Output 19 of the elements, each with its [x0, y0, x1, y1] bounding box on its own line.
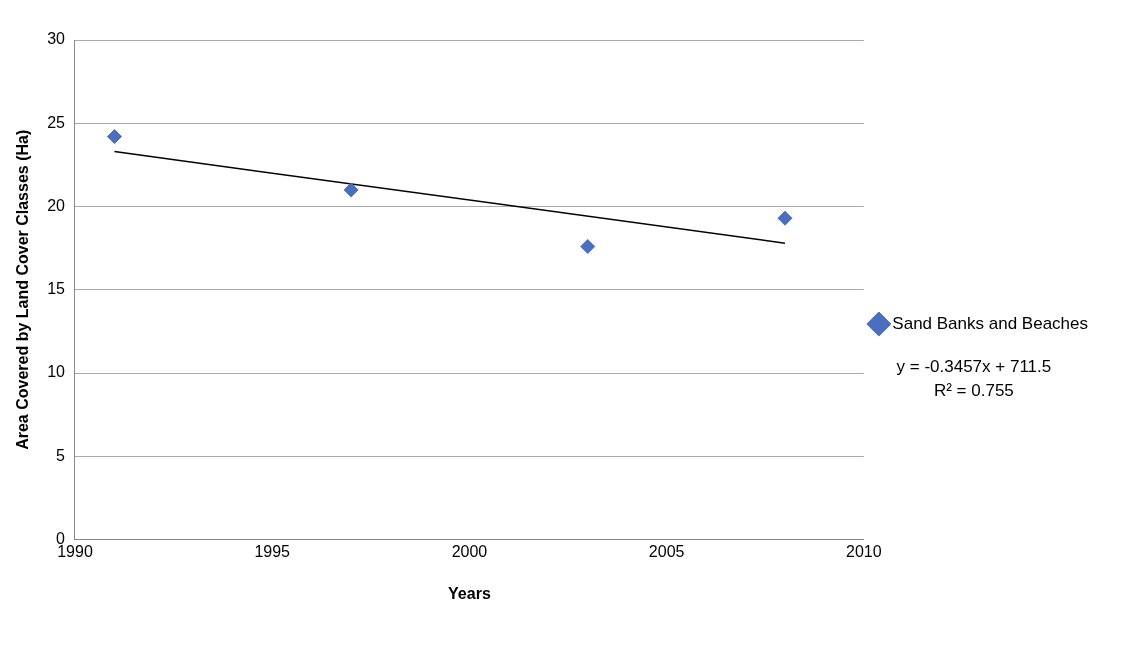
- y-tick-label: 15: [47, 280, 66, 298]
- x-tick-label: 2005: [648, 542, 685, 560]
- x-tick-label: 2010: [846, 542, 882, 560]
- y-tick-label: 10: [47, 363, 66, 381]
- text: y = -0.3457x + 711.5: [896, 357, 1052, 376]
- x-tick-label: 2000: [451, 542, 488, 560]
- x-tick-label: 1995: [254, 542, 291, 560]
- point: [106, 129, 122, 145]
- y-axis-title: Area Covered by Land Cover Classes (Ha): [14, 129, 32, 450]
- point: [777, 210, 793, 226]
- point: [580, 239, 596, 254]
- y-tick-label: 30: [47, 30, 66, 48]
- legend-label: Sand Banks and Beaches: [892, 313, 1089, 333]
- y-tick-label: 20: [47, 196, 66, 214]
- x-axis-title: Years: [448, 584, 491, 602]
- y-tick-label: 25: [47, 113, 66, 131]
- y-tick-label: 5: [56, 446, 66, 464]
- text: R² = 0.755: [933, 381, 1014, 400]
- point: [343, 182, 359, 198]
